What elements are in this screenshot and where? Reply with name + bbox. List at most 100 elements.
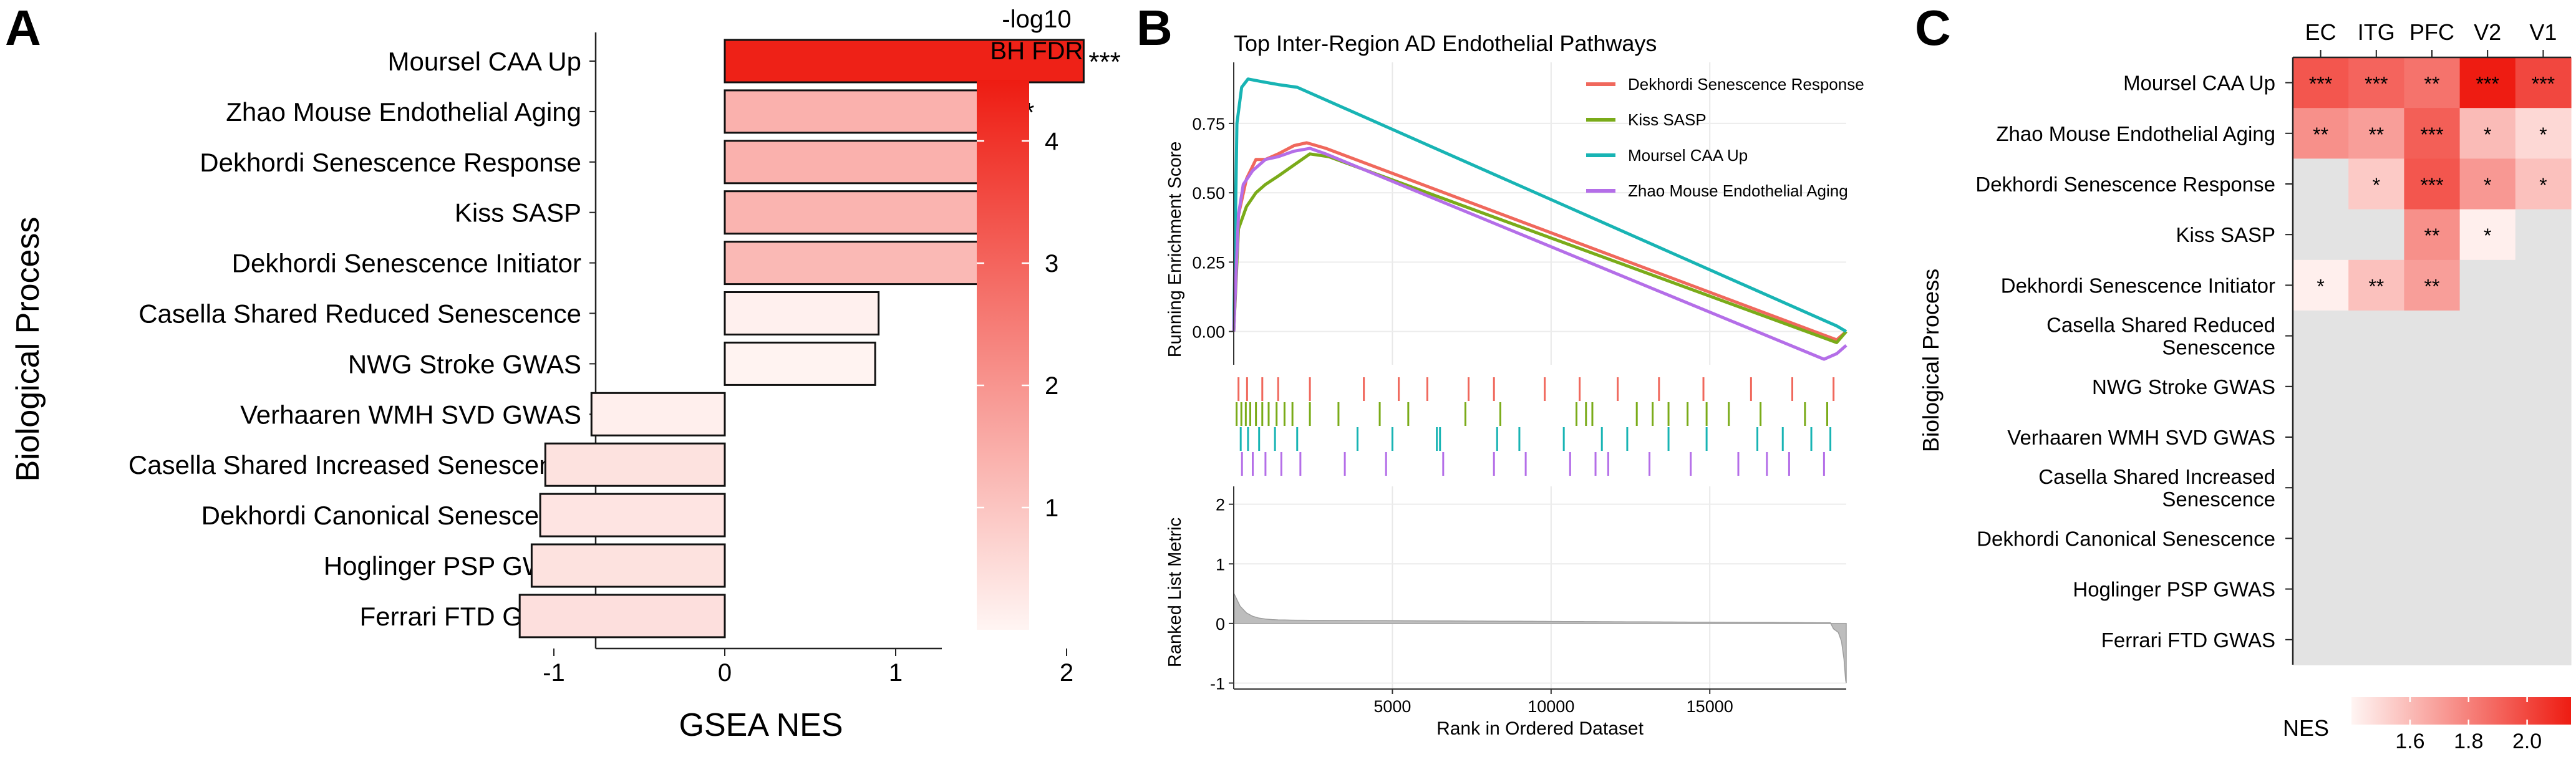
heatmap-column-label: V1 [2529, 19, 2557, 45]
heatmap-column-label: ITG [2358, 19, 2395, 45]
panel-b-gsea-plot: Top Inter-Region AD Endothelial Pathways… [1165, 31, 1864, 739]
x-tick-label: 1 [889, 659, 903, 687]
enrichment-score-line [1232, 77, 1847, 333]
panel-label-c: C [1915, 0, 1951, 55]
heatmap-cell [2515, 412, 2572, 463]
heatmap-row-label: Ferrari FTD GWAS [2101, 629, 2275, 652]
heatmap-cell [2459, 412, 2516, 463]
heatmap-cell [2293, 412, 2349, 463]
heatmap-cell-significance: * [2484, 174, 2491, 196]
heatmap-cell [2404, 564, 2461, 615]
heatmap-cell [2459, 259, 2516, 311]
heatmap-column-label: EC [2305, 19, 2336, 45]
heatmap-cell [2293, 158, 2349, 210]
heatmap-cell [2348, 564, 2404, 615]
bar [724, 39, 1085, 84]
heatmap-cell [2348, 614, 2404, 665]
bar-category-label: Dekhordi Senescence Initiator [232, 249, 581, 278]
heatmap-cell [2515, 158, 2572, 210]
heatmap-cell-significance: *** [2420, 123, 2443, 146]
heatmap-cell [2348, 108, 2404, 159]
heatmap-cell-significance: * [2539, 174, 2547, 196]
colorbar-tick-label: 4 [1045, 128, 1058, 155]
heatmap-cell [2404, 57, 2461, 108]
es-y-tick-label: 0.25 [1192, 253, 1225, 272]
heatmap-cell [2293, 564, 2349, 615]
panel-a-colorbar-title-line2: BH FDR [990, 37, 1083, 65]
heatmap-cell [2348, 209, 2404, 261]
heatmap-cell [2293, 108, 2349, 159]
panel-b-metric-y-axis-title: Ranked List Metric [1165, 518, 1185, 667]
es-y-tick-label: 0.75 [1192, 115, 1225, 133]
metric-y-tick-label: 2 [1216, 496, 1225, 514]
heatmap-row-label: Dekhordi Canonical Senescence [1977, 527, 2275, 550]
bar [539, 493, 726, 538]
bar [530, 543, 726, 588]
heatmap-cell-significance: * [2539, 123, 2547, 146]
heatmap-column-label: PFC [2409, 19, 2454, 45]
heatmap-cell [2293, 311, 2349, 362]
heatmap-cell [2348, 158, 2404, 210]
heatmap-cell-significance: * [2484, 123, 2491, 146]
heatmap-cell [2459, 108, 2516, 159]
heatmap-cell [2293, 209, 2349, 261]
heatmap-cell [2348, 513, 2404, 564]
heatmap-cell [2293, 513, 2349, 564]
heatmap-cell [2293, 462, 2349, 514]
heatmap-row-label: Dekhordi Senescence Initiator [2001, 274, 2275, 297]
bar [724, 241, 979, 286]
heatmap-cell-significance: *** [2365, 73, 2388, 95]
heatmap-cell [2404, 361, 2461, 412]
heatmap-cell [2404, 462, 2461, 514]
panel-a-colorbar-title-line1: -log10 [1002, 6, 1071, 33]
legend-label: Moursel CAA Up [1628, 146, 1748, 165]
enrichment-score-line [1232, 152, 1847, 344]
colorbar-tick-label: 1.8 [2454, 730, 2483, 753]
x-tick-label: 2 [1060, 659, 1073, 687]
heatmap-cell-significance: * [2484, 224, 2491, 247]
x-tick-label: -1 [543, 659, 565, 687]
heatmap-cell-significance: * [2317, 275, 2324, 297]
heatmap-cell-significance: ** [2368, 123, 2384, 146]
bar-category-label: Casella Shared Reduced Senescence [138, 299, 581, 329]
heatmap-cell-significance: ** [2368, 275, 2384, 297]
heatmap-cell [2459, 462, 2516, 514]
bar-category-label: Verhaaren WMH SVD GWAS [240, 400, 581, 429]
panel-a-colorbar [977, 80, 1029, 630]
heatmap-cell-significance: *** [2532, 73, 2555, 95]
x-tick-label: 10000 [1528, 697, 1574, 716]
bar-category-label: Dekhordi Canonical Senescence [201, 501, 581, 530]
heatmap-row-label: Zhao Mouse Endothelial Aging [1996, 122, 2275, 145]
panel-a-y-axis-title: Biological Process [10, 217, 46, 482]
enrichment-score-line [1232, 147, 1847, 361]
bar [544, 442, 726, 487]
heatmap-cell-significance: ** [2313, 123, 2328, 146]
heatmap-cell [2293, 614, 2349, 665]
heatmap-cell [2348, 462, 2404, 514]
heatmap-cell [2404, 259, 2461, 311]
panel-label-a: A [5, 0, 41, 55]
panel-a-bar-chart: Moursel CAA Up Zhao Mouse Endothelial Agi… [10, 6, 1121, 743]
heatmap-row-label: Dekhordi Senescence Response [1975, 173, 2275, 196]
heatmap-cell [2348, 361, 2404, 412]
heatmap-cell [2459, 513, 2516, 564]
legend-label: Kiss SASP [1628, 110, 1707, 129]
heatmap-column-label: V2 [2474, 19, 2501, 45]
legend-label: Zhao Mouse Endothelial Aging [1628, 181, 1848, 200]
heatmap-cell [2404, 158, 2461, 210]
panel-a-x-axis-title: GSEA NES [679, 707, 843, 743]
colorbar-tick-label: 3 [1045, 250, 1058, 277]
panel-c-heatmap: EC ITG PFC V2 V1 *** *** ** *** ***** ** *** * ** ***… [1918, 19, 2572, 753]
bar-category-label: Kiss SASP [455, 198, 581, 228]
bar-category-label: NWG Stroke GWAS [348, 349, 581, 378]
heatmap-cell [2459, 564, 2516, 615]
heatmap-row-label: Verhaaren WMH SVD GWAS [2007, 426, 2275, 449]
heatmap-cell-significance: ** [2424, 224, 2440, 247]
heatmap-row-label: NWG Stroke GWAS [2092, 375, 2275, 398]
bar [724, 140, 1015, 185]
panel-b-hits-area [1234, 373, 1846, 484]
heatmap-cell [2459, 57, 2516, 108]
heatmap-cell [2515, 311, 2572, 362]
heatmap-row-label: Senescence [2162, 336, 2275, 359]
heatmap-cell [2404, 412, 2461, 463]
